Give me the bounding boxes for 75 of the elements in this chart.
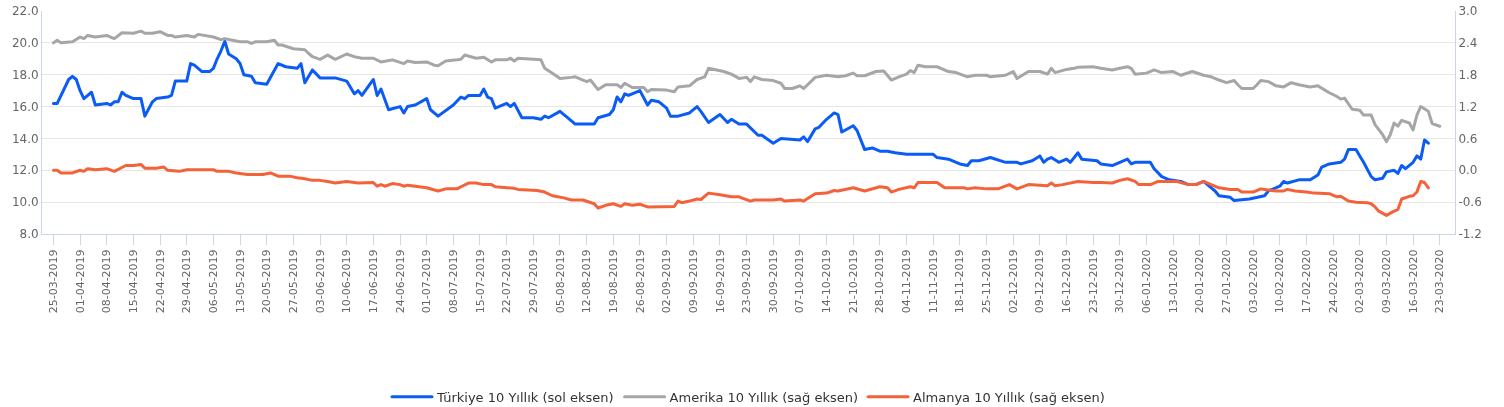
x-tick-label: 24-02-2020 [1326, 249, 1340, 314]
x-tick-label: 05-08-2019 [553, 249, 567, 314]
x-tick-label: 10-02-2020 [1273, 249, 1287, 314]
x-tick-label: 01-07-2019 [420, 249, 434, 314]
x-tick-label: 02-03-2020 [1353, 249, 1367, 314]
y-tick-label: 14.0 [11, 131, 39, 146]
y2-tick-label: 1.8 [1458, 67, 1478, 82]
x-tick-label: 07-10-2019 [793, 249, 807, 314]
y2-tick-label: 1.2 [1458, 99, 1478, 114]
y-tick-label: 12.0 [11, 163, 39, 178]
y-tick-label: 20.0 [11, 36, 39, 51]
x-tick-label: 22-07-2019 [500, 249, 514, 314]
x-tick-label: 17-06-2019 [366, 249, 380, 314]
x-tick-label: 27-05-2019 [286, 249, 300, 314]
x-tick-label: 22-04-2019 [153, 249, 167, 314]
x-tick-label: 16-03-2020 [1406, 249, 1420, 314]
x-tick-label: 16-09-2019 [713, 249, 727, 314]
x-tick-label: 06-05-2019 [206, 249, 220, 314]
legend-label: Amerika 10 Yıllık (sağ eksen) [669, 389, 859, 405]
x-tick-label: 13-01-2020 [1166, 249, 1180, 314]
y2-tick-label: -0.6 [1458, 195, 1482, 210]
x-tick-label: 11-11-2019 [926, 249, 940, 314]
x-tick-label: 21-10-2019 [846, 249, 860, 314]
x-tick-label: 27-01-2020 [1220, 249, 1234, 314]
y2-tick-label: 0.6 [1458, 131, 1478, 146]
x-tick-label: 26-08-2019 [633, 249, 647, 314]
y2-tick-label: 0.0 [1458, 163, 1478, 178]
x-tick-label: 10-06-2019 [340, 249, 354, 314]
y2-tick-label: 2.4 [1458, 36, 1478, 51]
y-tick-label: 16.0 [11, 99, 39, 114]
x-tick-label: 29-07-2019 [526, 249, 540, 314]
x-tick-label: 03-06-2019 [313, 249, 327, 314]
x-tick-label: 30-12-2019 [1113, 249, 1127, 314]
y2-tick-label: 3.0 [1458, 4, 1478, 19]
x-tick-label: 24-06-2019 [393, 249, 407, 314]
x-tick-label: 16-12-2019 [1060, 249, 1074, 314]
x-tick-label: 30-09-2019 [766, 249, 780, 314]
x-tick-label: 23-09-2019 [740, 249, 754, 314]
x-tick-label: 23-03-2020 [1433, 249, 1447, 314]
legend-label: Almanya 10 Yıllık (sağ eksen) [913, 389, 1105, 405]
x-tick-label: 25-03-2019 [47, 249, 61, 314]
x-tick-label: 19-08-2019 [606, 249, 620, 314]
x-tick-label: 25-11-2019 [980, 249, 994, 314]
x-tick-label: 02-12-2019 [1006, 249, 1020, 314]
y2-tick-label: -1.2 [1458, 227, 1482, 242]
y-tick-label: 10.0 [11, 195, 39, 210]
x-tick-label: 20-01-2020 [1193, 249, 1207, 314]
x-tick-label: 08-07-2019 [446, 249, 460, 314]
x-tick-label: 02-09-2019 [660, 249, 674, 314]
x-tick-label: 14-10-2019 [820, 249, 834, 314]
line-series [51, 162, 1430, 217]
x-tick-label: 03-02-2020 [1246, 249, 1260, 314]
y-tick-label: 18.0 [11, 67, 39, 82]
y-tick-label: 22.0 [11, 4, 39, 19]
x-tick-label: 06-01-2020 [1140, 249, 1154, 314]
x-tick-label: 13-05-2019 [233, 249, 247, 314]
legend-label: Türkiye 10 Yıllık (sol eksen) [436, 389, 614, 405]
x-tick-label: 29-04-2019 [180, 249, 194, 314]
x-tick-label: 09-12-2019 [1033, 249, 1047, 314]
line-series [51, 29, 1442, 144]
x-tick-label: 18-11-2019 [953, 249, 967, 314]
x-tick-label: 15-04-2019 [126, 249, 140, 314]
x-tick-label: 08-04-2019 [100, 249, 114, 314]
x-tick-label: 09-03-2020 [1380, 249, 1394, 314]
x-tick-label: 01-04-2019 [73, 249, 87, 314]
x-tick-label: 15-07-2019 [473, 249, 487, 314]
y-tick-label: 8.0 [19, 227, 39, 242]
x-tick-label: 28-10-2019 [873, 249, 887, 314]
x-tick-label: 23-12-2019 [1086, 249, 1100, 314]
line-series [51, 39, 1430, 203]
x-tick-label: 20-05-2019 [260, 249, 274, 314]
x-tick-label: 09-09-2019 [686, 249, 700, 314]
x-tick-label: 12-08-2019 [580, 249, 594, 314]
x-tick-label: 04-11-2019 [900, 249, 914, 314]
x-tick-label: 17-02-2020 [1300, 249, 1314, 314]
